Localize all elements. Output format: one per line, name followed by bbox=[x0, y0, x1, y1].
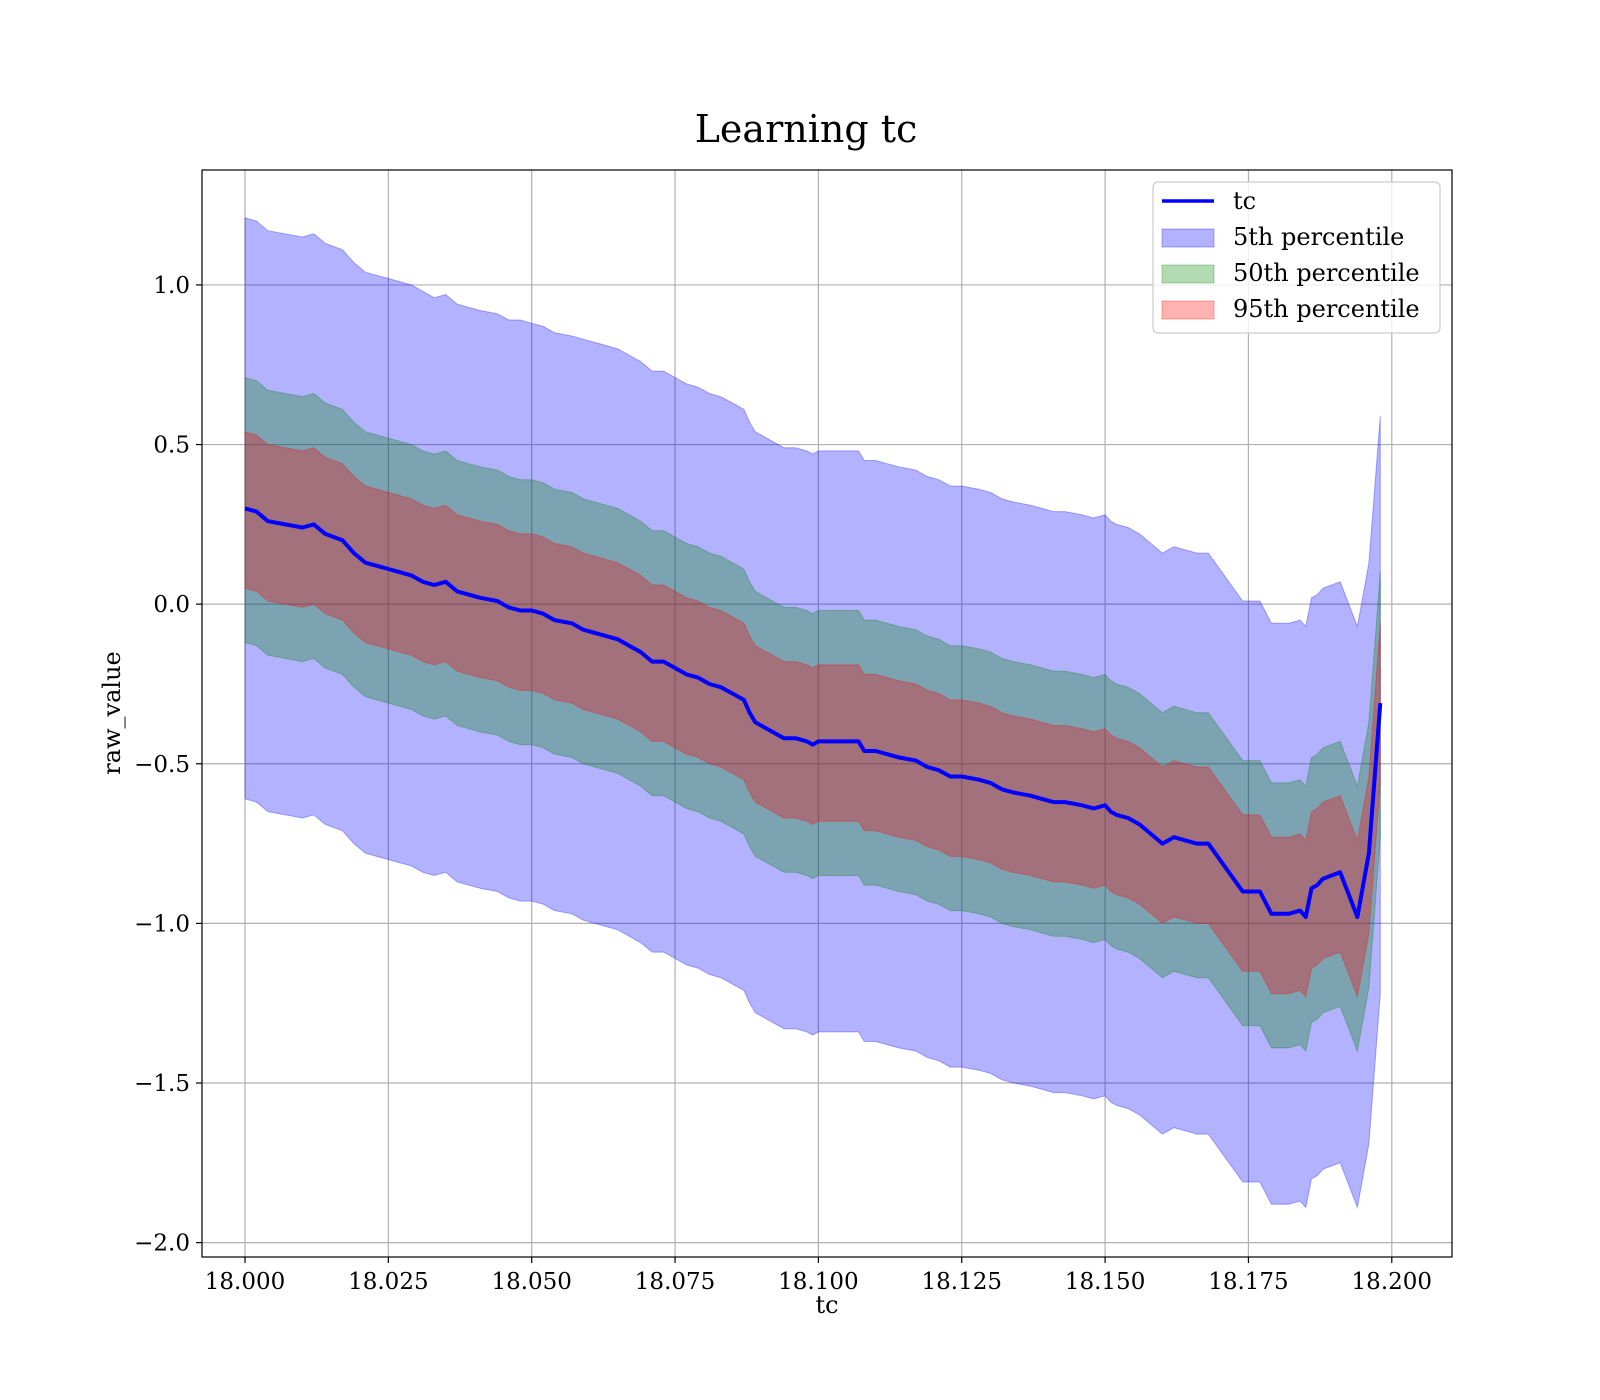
tc-line bbox=[244, 506, 1383, 919]
legend-label: 95th percentile bbox=[1233, 295, 1420, 323]
x-tick-label: 18.000 bbox=[205, 1269, 285, 1295]
legend-frame bbox=[1152, 181, 1441, 334]
y-tick-label: −2.0 bbox=[134, 1231, 190, 1257]
y-tick-label: 1.0 bbox=[153, 273, 190, 299]
percentile-band bbox=[244, 376, 1381, 1053]
legend-swatch-patch bbox=[1161, 264, 1215, 284]
y-axis-ticks: 1.0 0.5 0.0 −0.5 −1.0 −1.5 −2.0 bbox=[134, 273, 202, 1257]
x-tick-label: 18.125 bbox=[922, 1269, 1002, 1295]
legend-swatch-patch bbox=[1161, 300, 1215, 320]
y-tick-label: 0.5 bbox=[153, 433, 190, 459]
legend: tc 5th percentile 50th percentile 95th p… bbox=[1152, 181, 1441, 334]
x-axis-ticks: 18.000 18.025 18.050 18.075 18.100 18.125 18.1… bbox=[205, 1257, 1432, 1295]
chart-title: Learning tc bbox=[695, 107, 918, 151]
percentile-band bbox=[244, 217, 1381, 1210]
y-tick-label: −1.5 bbox=[134, 1071, 190, 1097]
x-tick-label: 18.175 bbox=[1208, 1269, 1288, 1295]
y-tick-label: −0.5 bbox=[134, 752, 190, 778]
percentile-bands bbox=[244, 217, 1381, 1210]
percentile-band bbox=[244, 431, 1381, 999]
x-tick-label: 18.100 bbox=[778, 1269, 858, 1295]
legend-swatch-patch bbox=[1161, 228, 1215, 248]
x-gridlines bbox=[244, 170, 1393, 1257]
y-tick-label: 0.0 bbox=[153, 592, 190, 618]
legend-label: 5th percentile bbox=[1233, 223, 1404, 251]
legend-label: 50th percentile bbox=[1233, 259, 1420, 287]
y-tick-label: −1.0 bbox=[134, 911, 190, 937]
legend-label: tc bbox=[1233, 187, 1256, 215]
y-axis-label: raw_value bbox=[98, 651, 126, 775]
plot-frame bbox=[201, 169, 1453, 1258]
x-axis-label: tc bbox=[815, 1291, 838, 1319]
x-tick-label: 18.200 bbox=[1352, 1269, 1432, 1295]
x-tick-label: 18.150 bbox=[1065, 1269, 1145, 1295]
x-tick-label: 18.025 bbox=[348, 1269, 428, 1295]
x-tick-label: 18.050 bbox=[491, 1269, 571, 1295]
x-tick-label: 18.075 bbox=[635, 1269, 715, 1295]
series-lines bbox=[244, 506, 1383, 919]
